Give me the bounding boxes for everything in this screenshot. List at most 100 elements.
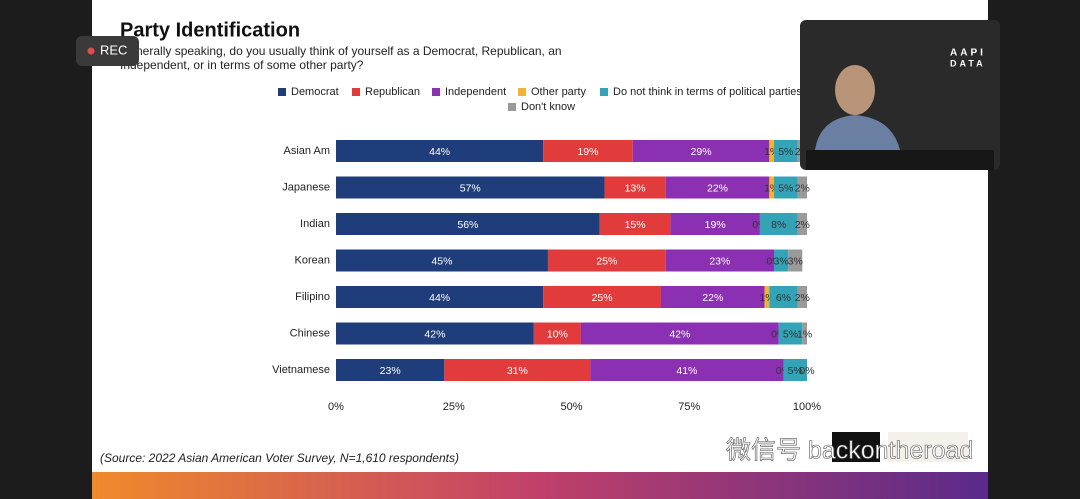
y-tick-label: Japanese bbox=[282, 181, 330, 193]
person-head bbox=[835, 65, 875, 115]
bar-segment bbox=[543, 140, 633, 162]
bar-segment bbox=[604, 176, 666, 199]
value-label: 25% bbox=[592, 292, 613, 304]
bar-segment bbox=[774, 176, 798, 199]
value-label: 5% bbox=[788, 365, 803, 377]
value-label: 5% bbox=[778, 182, 793, 194]
logo bbox=[888, 432, 968, 462]
bar-segment bbox=[336, 140, 544, 162]
slide-strip bbox=[92, 472, 988, 499]
y-tick-label: Chinese bbox=[290, 327, 330, 339]
value-label: 19% bbox=[705, 219, 726, 231]
logo bbox=[698, 432, 780, 462]
chart-title: Party Identification bbox=[120, 19, 300, 41]
value-label: 1% bbox=[797, 328, 812, 340]
rec-background[interactable] bbox=[76, 36, 139, 66]
bar-segment bbox=[788, 249, 803, 272]
value-label: 22% bbox=[707, 182, 728, 194]
value-label: 2% bbox=[795, 219, 810, 231]
value-label: 57% bbox=[460, 182, 481, 194]
bar-segment bbox=[336, 213, 600, 235]
bar-segment bbox=[660, 286, 765, 308]
bar-segment bbox=[336, 249, 548, 272]
bar-segment bbox=[533, 322, 581, 345]
video-tile[interactable]: AAPI DATA bbox=[800, 20, 1000, 170]
bar-segment bbox=[590, 359, 784, 381]
value-label: 31% bbox=[507, 365, 528, 377]
x-tick-label: 25% bbox=[443, 401, 465, 413]
bar-segment bbox=[665, 249, 775, 272]
legend-swatch bbox=[432, 88, 440, 96]
video-logo: DATA bbox=[950, 58, 986, 68]
value-label: 3% bbox=[788, 255, 803, 267]
value-label: 5% bbox=[778, 146, 793, 158]
bar-segment bbox=[802, 322, 807, 345]
video-bar bbox=[806, 150, 994, 170]
legend-swatch bbox=[278, 88, 286, 96]
bar-segment bbox=[632, 140, 770, 162]
bar-segment bbox=[336, 176, 605, 199]
bar-segment bbox=[778, 322, 803, 345]
legend-label: Other party bbox=[531, 86, 587, 98]
rec-button[interactable]: REC bbox=[76, 36, 139, 66]
value-label: 23% bbox=[709, 255, 730, 267]
value-label: 44% bbox=[429, 146, 450, 158]
value-label: 22% bbox=[702, 292, 723, 304]
legend-label: Do not think in terms of political parti… bbox=[613, 86, 802, 98]
legend-swatch bbox=[600, 88, 608, 96]
bar-segment bbox=[769, 286, 798, 308]
legend-swatch bbox=[508, 103, 516, 111]
value-label: 23% bbox=[380, 365, 401, 377]
y-tick-label: Filipino bbox=[295, 291, 330, 303]
plot: Democrat Republican Independent Other party… bbox=[272, 86, 821, 413]
legend-label: Independent bbox=[445, 86, 506, 98]
value-label: 6% bbox=[776, 292, 791, 304]
logos bbox=[698, 432, 968, 462]
bar-segment bbox=[797, 213, 807, 235]
person-body bbox=[815, 115, 900, 150]
x-tick-label: 75% bbox=[678, 401, 700, 413]
value-label: 2% bbox=[795, 182, 810, 194]
legend-label: Don't know bbox=[521, 101, 575, 113]
value-label: 42% bbox=[424, 328, 445, 340]
bar-segment bbox=[759, 213, 798, 235]
bar-segment bbox=[797, 286, 807, 308]
x-tick-label: 0% bbox=[328, 401, 344, 413]
bar-segment bbox=[580, 322, 779, 345]
y-tick-label: Korean bbox=[295, 254, 330, 266]
value-label: 10% bbox=[547, 328, 568, 340]
value-label: 5% bbox=[783, 328, 798, 340]
source: (Source: 2022 Asian American Voter Surve… bbox=[100, 451, 459, 465]
bar-segment bbox=[336, 286, 544, 308]
value-label: 41% bbox=[676, 365, 697, 377]
rec-dot bbox=[87, 47, 95, 55]
value-label: 45% bbox=[431, 255, 452, 267]
bar-segment bbox=[444, 359, 591, 381]
bar-segment bbox=[336, 359, 445, 381]
value-label: 25% bbox=[596, 255, 617, 267]
bar-segment bbox=[665, 176, 770, 199]
bar-segment bbox=[543, 286, 661, 308]
bar-segment bbox=[783, 359, 807, 381]
value-label: 56% bbox=[457, 219, 478, 231]
bar-segment bbox=[599, 213, 671, 235]
value-label: 29% bbox=[691, 146, 712, 158]
y-tick-label: Vietnamese bbox=[272, 364, 330, 376]
x-tick-label: 100% bbox=[793, 401, 821, 413]
value-label: 8% bbox=[771, 219, 786, 231]
bar-segment bbox=[769, 140, 775, 162]
bar-segment bbox=[764, 286, 770, 308]
legend-swatch bbox=[518, 88, 526, 96]
chart-subtitle: Generally speaking, do you usually think… bbox=[120, 44, 562, 58]
value-label: 13% bbox=[625, 182, 646, 194]
bar-segment bbox=[774, 249, 789, 272]
video-logo: AAPI bbox=[950, 48, 986, 59]
bar-segment bbox=[797, 176, 807, 199]
bar-segment bbox=[769, 176, 775, 199]
bar-segment bbox=[547, 249, 666, 272]
bar-segment bbox=[336, 322, 534, 345]
legend-swatch bbox=[352, 88, 360, 96]
value-label: 19% bbox=[577, 146, 598, 158]
